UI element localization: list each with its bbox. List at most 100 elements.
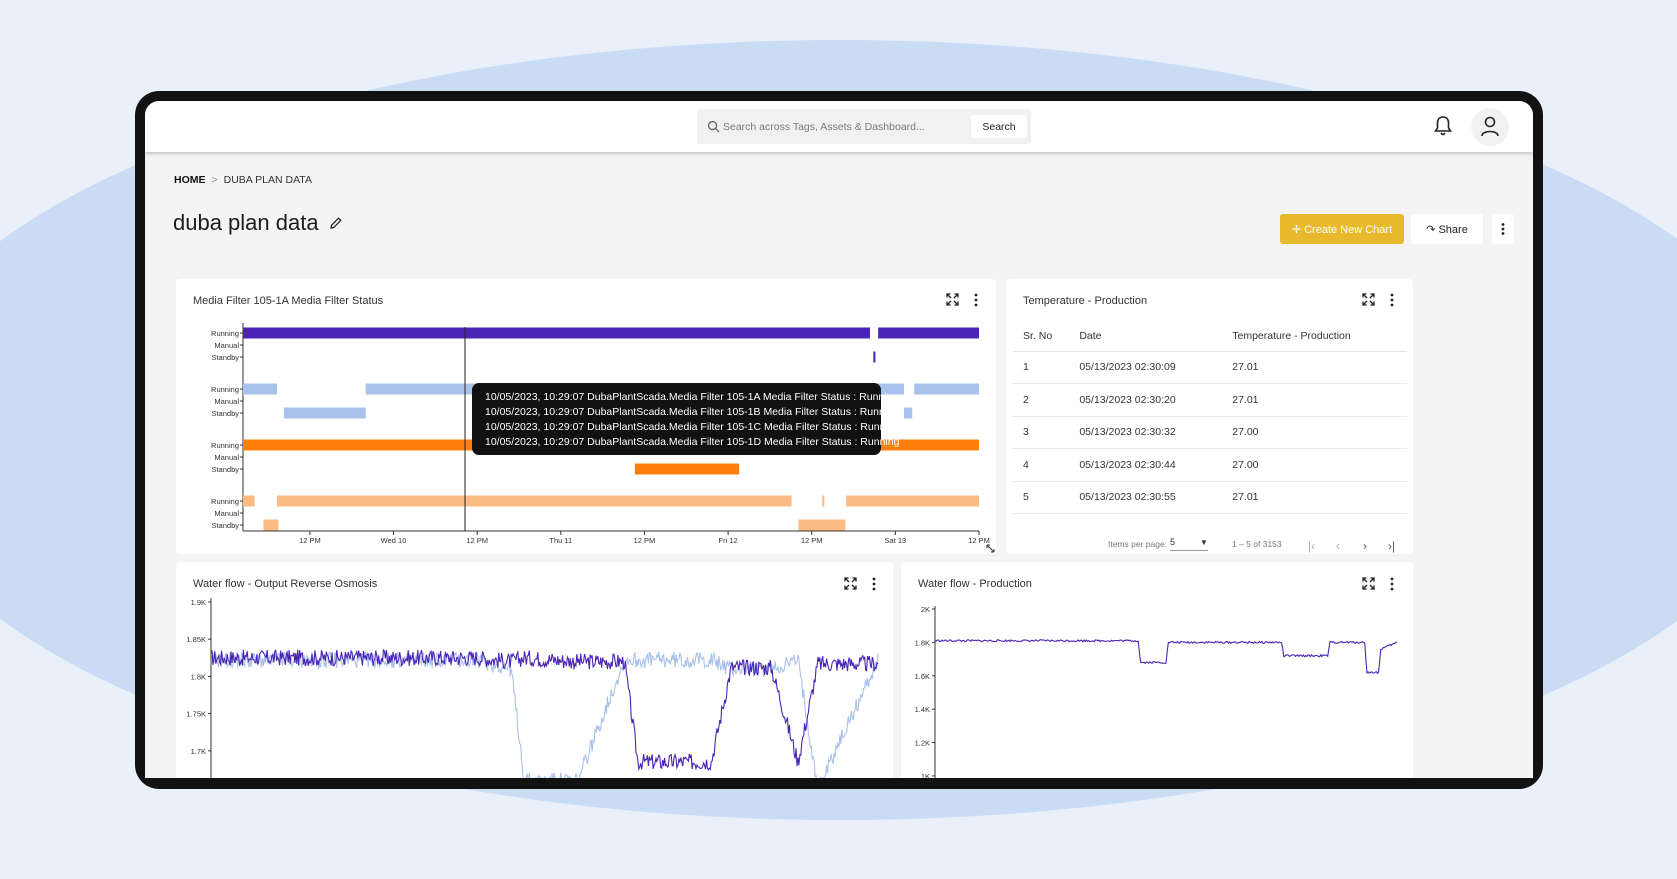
status-segment	[914, 383, 979, 395]
status-segment	[822, 495, 825, 507]
table-cell: 27.00	[1222, 416, 1407, 449]
status-segment	[243, 495, 255, 507]
table-cell: 05/13/2023 02:30:20	[1069, 383, 1223, 417]
kebab-icon[interactable]	[1390, 293, 1394, 307]
expand-icon[interactable]	[1362, 577, 1375, 590]
create-new-chart-button[interactable]: ✛ Create New Chart	[1280, 214, 1404, 244]
resize-handle-icon[interactable]	[986, 544, 995, 553]
kebab-icon[interactable]	[974, 293, 978, 307]
breadcrumb-home[interactable]: HOME	[174, 174, 206, 186]
last-page-icon[interactable]: ›|	[1388, 539, 1396, 553]
y-tick-label: 1.75K	[186, 710, 206, 719]
create-new-chart-label: Create New Chart	[1304, 223, 1393, 236]
app-screen: Search HOME > DUBA PLAN DATA duba plan dat…	[145, 101, 1533, 778]
table-cell: 05/13/2023 02:30:09	[1069, 351, 1223, 384]
temperature-table: Sr. No Date Temperature - Production 1 05…	[1013, 321, 1407, 514]
table-cell: 3	[1013, 416, 1070, 449]
temperature-table-card: Temperature - Production Sr. No Date Tem…	[1006, 279, 1413, 554]
table-row: 2 05/13/2023 02:30:20 27.01	[1013, 383, 1407, 417]
state-label: Running	[211, 441, 239, 450]
tooltip-line: 10/05/2023, 10:29:07 DubaPlantScada.Medi…	[485, 390, 899, 403]
share-icon: ↷	[1426, 223, 1439, 236]
status-segment	[277, 495, 792, 507]
search-button[interactable]: Search	[971, 115, 1027, 138]
x-tick-label: Thu 11	[549, 536, 572, 545]
kebab-icon[interactable]	[1390, 577, 1394, 591]
search-input[interactable]	[723, 118, 973, 136]
first-page-icon[interactable]: |‹	[1308, 539, 1316, 553]
kebab-icon[interactable]	[872, 577, 876, 591]
column-header[interactable]: Date	[1069, 321, 1223, 352]
y-tick-label: 1.8K	[915, 638, 930, 647]
pencil-icon[interactable]	[329, 216, 343, 230]
state-label: Manual	[214, 453, 239, 462]
water-flow-production-title: Water flow - Production	[918, 578, 1032, 590]
next-page-icon[interactable]: ›	[1363, 539, 1367, 553]
x-tick-label: Sat 13	[885, 536, 907, 545]
water-flow-ro-card: Water flow - Output Reverse Osmosis 1.9K…	[176, 562, 893, 778]
status-segment	[904, 407, 913, 419]
status-segment	[878, 327, 979, 339]
water-flow-ro-title: Water flow - Output Reverse Osmosis	[193, 578, 378, 590]
items-per-page-select[interactable]: 5 ▼	[1170, 537, 1208, 551]
table-header-row: Sr. No Date Temperature - Production	[1013, 321, 1407, 352]
x-tick-label: 12 PM	[968, 536, 990, 545]
status-segment	[243, 383, 278, 395]
expand-icon[interactable]	[844, 577, 857, 590]
share-button[interactable]: ↷ Share	[1411, 214, 1483, 244]
table-cell: 27.01	[1222, 351, 1407, 384]
page-more-button[interactable]	[1492, 214, 1514, 244]
table-cell: 27.01	[1222, 481, 1407, 514]
table-cell: 05/13/2023 02:30:44	[1069, 448, 1223, 482]
y-tick-label: 1.2K	[915, 739, 930, 748]
y-tick-label: 1.8K	[191, 672, 206, 681]
breadcrumb-current: DUBA PLAN DATA	[223, 174, 312, 186]
table-cell: 27.01	[1222, 383, 1407, 417]
x-tick-label: 12 PM	[634, 536, 656, 545]
y-tick-label: 1.85K	[186, 635, 206, 644]
state-label: Standby	[211, 465, 239, 474]
series-line	[210, 650, 879, 778]
state-label: Running	[211, 385, 239, 394]
y-tick-label: 1.6K	[915, 672, 930, 681]
user-avatar[interactable]	[1471, 108, 1509, 146]
expand-icon[interactable]	[1362, 293, 1375, 306]
status-segment	[283, 407, 366, 419]
top-bar: Search	[145, 101, 1533, 152]
status-segment	[798, 519, 846, 531]
y-tick-label: 1.9K	[191, 598, 206, 607]
expand-icon[interactable]	[946, 293, 959, 306]
user-icon	[1481, 116, 1499, 137]
table-cell: 2	[1013, 383, 1070, 417]
y-tick-label: 2K	[921, 605, 930, 614]
share-label: Share	[1438, 223, 1468, 236]
series-line	[210, 648, 879, 772]
x-tick-label: Fri 12	[719, 536, 738, 545]
y-tick-label: 1.7K	[191, 747, 206, 756]
water-flow-production-chart: 2K 1.8K 1.6K 1.4K 1.2K 1K	[915, 605, 1398, 778]
state-label: Standby	[211, 409, 239, 418]
status-segment	[243, 439, 666, 451]
chart-tooltip: 10/05/2023, 10:29:07 DubaPlantScada.Medi…	[472, 383, 899, 455]
series-line	[934, 639, 1398, 675]
table-cell: 1	[1013, 351, 1070, 384]
paginator: Items per page: 5 ▼ 1 – 5 of 3153 |‹ ‹ › …	[1006, 534, 1413, 554]
state-label: Standby	[211, 521, 239, 530]
x-tick-label: 12 PM	[299, 536, 321, 545]
table-row: 3 05/13/2023 02:30:32 27.00	[1013, 416, 1407, 449]
column-header[interactable]: Temperature - Production	[1222, 321, 1407, 352]
bell-icon[interactable]	[1433, 115, 1453, 137]
x-tick-label: 12 PM	[466, 536, 488, 545]
table-row: 5 05/13/2023 02:30:55 27.01	[1013, 481, 1407, 514]
column-header[interactable]: Sr. No	[1013, 321, 1070, 352]
state-label: Running	[211, 329, 239, 338]
state-label: Manual	[214, 341, 239, 350]
previous-page-icon[interactable]: ‹	[1336, 539, 1340, 553]
items-per-page-label: Items per page:	[1108, 539, 1168, 549]
breadcrumb-separator: >	[211, 174, 218, 186]
y-tick-label: 1K	[921, 772, 930, 778]
status-segment	[243, 327, 870, 339]
status-segment	[869, 439, 979, 451]
table-cell: 05/13/2023 02:30:32	[1069, 416, 1223, 449]
x-tick-label: Wed 10	[381, 536, 407, 545]
